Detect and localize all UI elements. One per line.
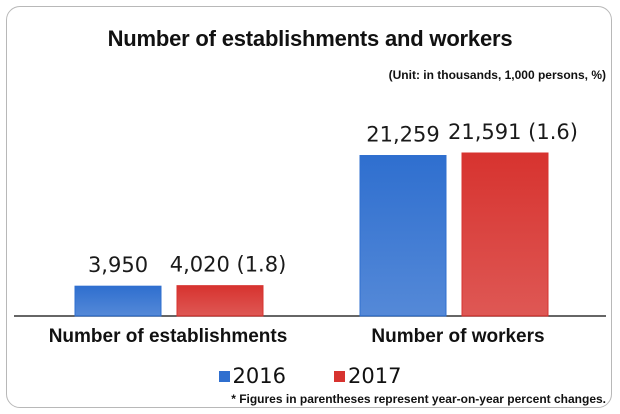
bars-group: 3,950 21,259 4,020 (1.8) 21,591 (1.6) [74,120,578,317]
legend-item-2017: 2017 [334,364,401,388]
legend-swatch-2017 [334,370,345,382]
data-label-2017-workers: 21,591 (1.6) [448,120,578,144]
data-label-2016-workers: 21,259 [366,123,439,147]
legend-label-2017: 2017 [348,364,402,388]
footnote: * Figures in parentheses represent year-… [231,392,606,406]
chart-title: Number of establishments and workers [107,26,513,51]
data-label-2016-establishments: 3,950 [88,253,148,277]
bar-2016-establishments [74,285,162,317]
unit-note: (Unit: in thousands, 1,000 persons, %) [388,68,606,82]
legend-item-2016: 2016 [218,364,286,388]
legend-label-2016: 2016 [232,364,286,388]
data-label-2017-establishments: 4,020 (1.8) [170,253,287,277]
legend: 2016 2017 [0,364,620,388]
legend-swatch-2016 [218,370,230,382]
bar-2017-establishments [176,285,264,317]
category-label-workers: Number of workers [371,326,544,347]
category-label-establishments: Number of establishments [49,326,288,347]
bar-2017-workers [461,152,549,317]
bar-2016-workers [359,155,447,317]
